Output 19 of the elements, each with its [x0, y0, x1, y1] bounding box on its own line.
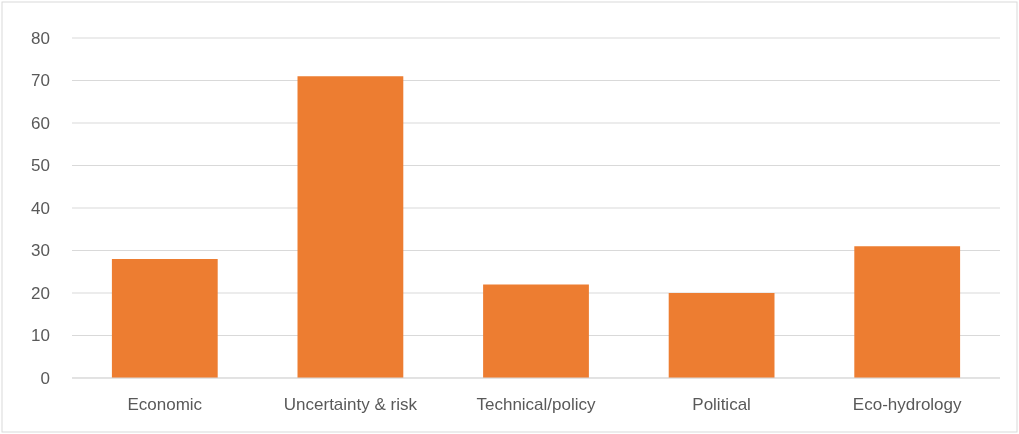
x-tick-label: Eco-hydrology — [852, 395, 963, 414]
y-tick-label: 80 — [31, 28, 50, 48]
bar — [668, 293, 775, 378]
y-tick-label: 70 — [31, 71, 50, 91]
x-tick-label: Economic — [127, 395, 203, 414]
y-tick-label: 20 — [31, 283, 50, 303]
y-tick-label: 50 — [31, 156, 50, 176]
x-tick-label: Political — [692, 395, 751, 414]
bar — [111, 259, 218, 378]
y-tick-label: 60 — [31, 113, 50, 133]
y-tick-label: 10 — [31, 326, 50, 346]
x-tick-label: Technical/policy — [476, 395, 597, 414]
y-tick-label: 40 — [31, 198, 50, 218]
x-tick-label: Uncertainty & risk — [283, 395, 418, 414]
bar — [297, 76, 404, 378]
y-tick-label: 0 — [40, 368, 50, 388]
bar — [483, 284, 589, 378]
y-tick-label: 30 — [31, 241, 50, 261]
bar — [854, 246, 961, 378]
